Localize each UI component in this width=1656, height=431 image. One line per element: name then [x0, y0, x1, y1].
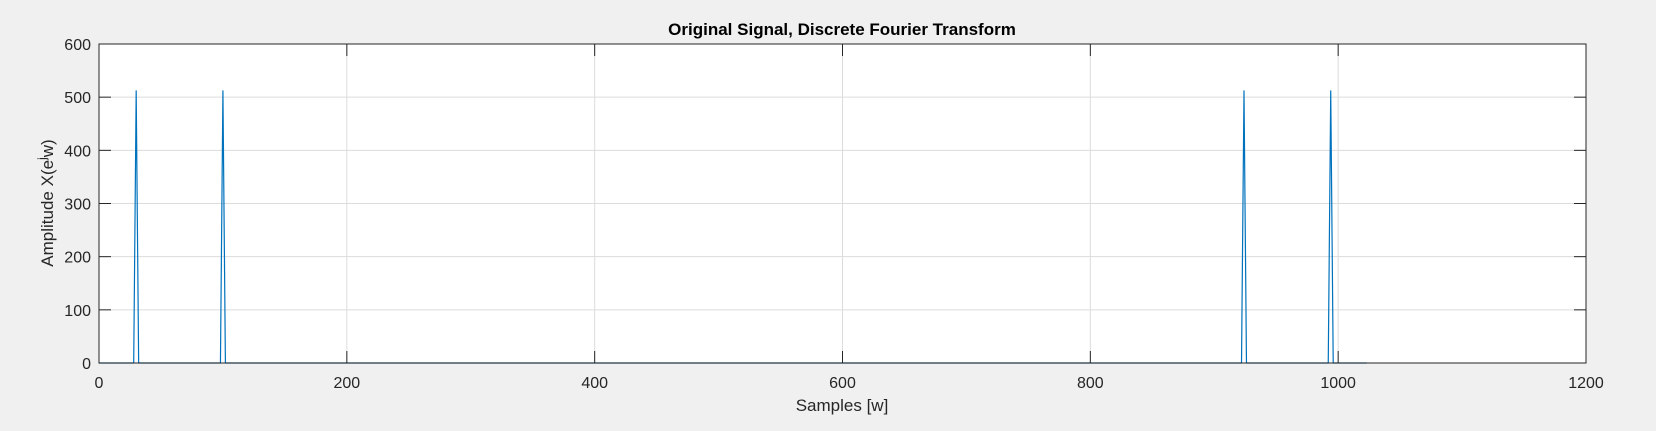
x-tick-label: 600: [829, 375, 856, 392]
x-tick-label: 200: [333, 375, 360, 392]
chart-title: Original Signal, Discrete Fourier Transf…: [668, 20, 1016, 39]
x-tick-label: 1000: [1320, 375, 1356, 392]
x-tick-label: 1200: [1568, 375, 1604, 392]
x-axis-label: Samples [w]: [796, 396, 889, 415]
y-tick-label: 600: [64, 37, 91, 54]
x-tick-labels: 0 200 400 600 800 1000 1200: [95, 375, 1604, 392]
y-tick-label: 400: [64, 143, 91, 160]
y-tick-label: 0: [82, 356, 91, 373]
y-axis-label-sup: j: [35, 157, 49, 161]
y-tick-labels: 0 100 200 300 400 500 600: [64, 37, 91, 373]
x-tick-label: 0: [95, 375, 104, 392]
ticks: [98, 43, 1587, 364]
x-tick-label: 400: [581, 375, 608, 392]
y-axis-label: Amplitude X(ejw): [35, 139, 57, 266]
y-tick-label: 200: [64, 250, 91, 267]
y-axis-label-post: w): [38, 139, 57, 158]
y-tick-label: 100: [64, 303, 91, 320]
y-tick-label: 500: [64, 90, 91, 107]
x-tick-label: 800: [1077, 375, 1104, 392]
y-tick-label: 300: [64, 197, 91, 214]
y-axis-label-pre: Amplitude X(e: [38, 160, 57, 267]
